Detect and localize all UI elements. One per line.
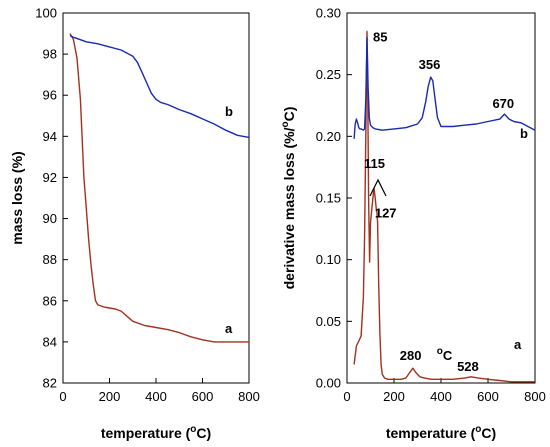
peak-label-115: 115 [364,156,385,171]
peak-label-280: 280 [400,348,422,363]
unit-label-celsius: oC [437,346,453,363]
y-axis-left: 82 84 86 88 90 92 94 96 98 100 [35,6,68,391]
x-tick-label: 400 [145,389,167,404]
peak-label-127: 127 [375,205,397,220]
y-tick-label: 0.15 [316,191,341,206]
peak-annotations: 85 356 670 115 127 280 528 oC [364,30,514,374]
y-axis-label-left: mass loss (%) [9,151,25,244]
x-axis-left: 0 200 400 600 800 [59,378,260,404]
y-tick-label: 88 [43,252,57,267]
y-tick-label: 86 [43,293,57,308]
x-tick-label: 800 [524,389,546,404]
series-label-a-right: a [514,337,522,352]
x-tick-label: 800 [238,389,260,404]
peak-label-85: 85 [373,30,387,45]
y-tick-label: 94 [43,129,57,144]
x-tick-label: 0 [343,389,350,404]
x-tick-label: 200 [383,389,405,404]
y-tick-label: 0.10 [316,252,341,267]
series-group-left [69,33,250,343]
y-tick-label: 84 [43,334,57,349]
y-tick-label: 92 [43,170,57,185]
x-tick-label: 600 [192,389,214,404]
x-axis-label-right: temperature (oC) [386,424,496,441]
y-tick-label: 0.20 [316,129,341,144]
y-tick-label: 96 [43,88,57,103]
y-tick-label: 100 [35,6,57,21]
series-line-a [69,33,249,343]
series-label-b-left: b [225,104,233,119]
series-group-right [353,30,536,383]
peak-label-356: 356 [419,57,441,72]
peak-label-670: 670 [492,96,514,111]
x-tick-label: 200 [99,389,121,404]
y-tick-label: 98 [43,47,57,62]
x-tick-label: 400 [430,389,452,404]
x-tick-label: 0 [59,389,66,404]
derivative-mass-loss-chart: 0.00 0.05 0.10 0.15 0.20 0.25 0.30 0 200 400 600 8… [280,6,546,442]
peak-arrow-icon [369,178,387,197]
x-axis-label-left: temperature (oC) [101,424,211,441]
y-axis-label-right: derivative mass loss (%/oC) [280,107,297,290]
y-tick-label: 90 [43,211,57,226]
x-tick-label: 600 [477,389,499,404]
y-tick-label: 82 [43,376,57,391]
peak-label-528: 528 [457,359,479,374]
series-label-b-right: b [520,126,528,141]
y-tick-label: 0.25 [316,67,341,82]
y-tick-label: 0.30 [316,6,341,21]
mass-loss-chart: 82 84 86 88 90 92 94 96 98 100 0 200 400 600 800 mass… [9,6,260,442]
series-line-b [353,37,536,139]
y-axis-right: 0.00 0.05 0.10 0.15 0.20 0.25 0.30 [316,6,352,391]
x-axis-right: 0 200 400 600 800 [343,378,546,404]
y-tick-label: 0.05 [316,314,341,329]
series-line-b [69,34,250,139]
series-label-a-left: a [225,321,233,336]
y-tick-label: 0.00 [316,376,341,391]
